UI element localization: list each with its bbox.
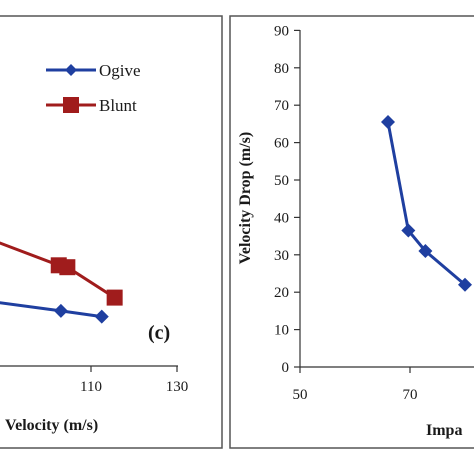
left-series: [0, 241, 123, 324]
left-series-ogive-point: [94, 309, 109, 324]
right-y-tick-label: 90: [274, 23, 289, 39]
left-panel-frame: [0, 15, 223, 449]
panel-label-c: (c): [148, 322, 170, 344]
right-y-tick-label: 60: [274, 136, 289, 152]
right-series-0-point: [401, 223, 416, 238]
left-series-blunt-point: [106, 289, 123, 306]
left-series-blunt-point: [59, 259, 76, 276]
right-x-tick-label: 70: [403, 387, 418, 403]
right-series-0-point: [418, 244, 433, 259]
right-series: [381, 115, 472, 292]
right-y-tick-label: 30: [274, 248, 289, 264]
left-series-ogive-point: [53, 303, 68, 318]
legend-ogive-diamond-marker: [65, 64, 77, 76]
right-y-tick-label: 10: [274, 323, 289, 339]
right-series-0-point: [381, 115, 395, 130]
right-series-0-line: [386, 121, 466, 286]
right-panel-frame: [229, 15, 474, 449]
left-legend: Ogive Blunt: [46, 61, 141, 115]
right-y-tick-label: 0: [282, 360, 290, 376]
left-panel: 110 130 Ogive Blunt (c) Velocity (m/s): [0, 15, 223, 449]
right-series-0-point: [458, 277, 472, 292]
legend-blunt-label: Blunt: [99, 96, 137, 115]
left-x-ticks: 110 130: [80, 366, 188, 395]
right-y-tick-label: 50: [274, 173, 289, 189]
right-x-tick-label: 50: [293, 387, 308, 403]
left-x-tick-label: 110: [80, 379, 102, 395]
right-x-ticks: 50 70: [293, 367, 418, 403]
left-x-tick-label: 130: [166, 379, 189, 395]
left-x-axis-title: Velocity (m/s): [5, 417, 98, 434]
right-panel: 0 10 20 30 40 50 60 70 80 90 50 70 Velocity Drop (…: [229, 15, 474, 449]
legend-ogive-label: Ogive: [99, 61, 141, 80]
right-y-tick-label: 70: [274, 98, 289, 114]
right-y-ticks: 0 10 20 30 40 50 60 70 80 90: [274, 23, 300, 376]
legend-blunt-square-marker: [63, 97, 79, 113]
right-y-tick-label: 40: [274, 210, 289, 226]
right-x-axis-title: Impa: [426, 422, 462, 439]
right-y-tick-label: 80: [274, 61, 289, 77]
right-y-tick-label: 20: [274, 285, 289, 301]
right-y-axis-title: Velocity Drop (m/s): [237, 132, 254, 264]
